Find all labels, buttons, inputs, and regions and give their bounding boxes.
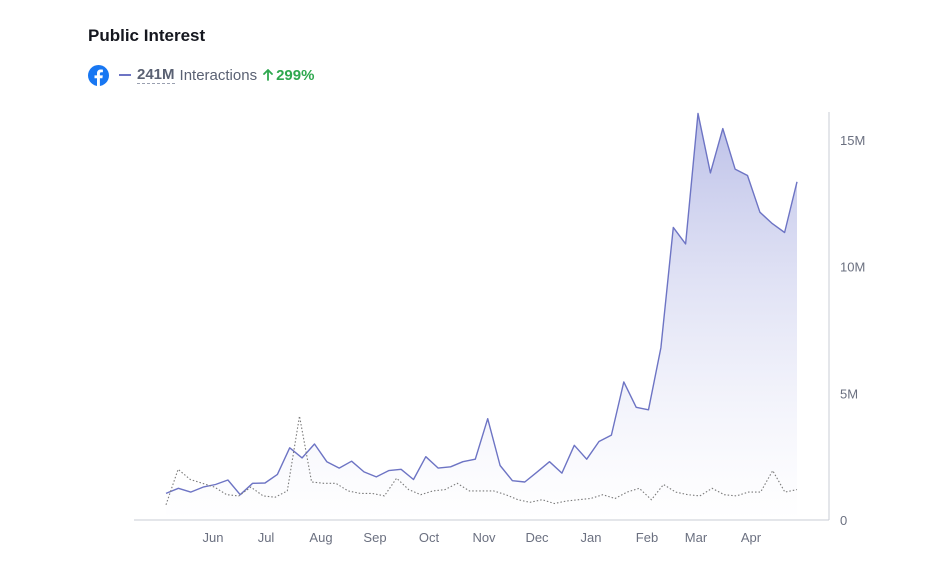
chart-title: Public Interest bbox=[88, 26, 206, 45]
x-tick-label: Mar bbox=[685, 530, 708, 545]
x-tick-label: Jun bbox=[203, 530, 224, 545]
y-tick-label: 10M bbox=[840, 260, 865, 275]
interactions-total[interactable]: 241M bbox=[137, 66, 175, 84]
x-tick-label: Apr bbox=[741, 530, 762, 545]
x-tick-label: Nov bbox=[472, 530, 496, 545]
y-tick-label: 5M bbox=[840, 386, 858, 401]
x-tick-label: Oct bbox=[419, 530, 440, 545]
interactions-line bbox=[165, 112, 798, 496]
y-tick-label: 15M bbox=[840, 133, 865, 148]
change-badge: 299% bbox=[263, 67, 314, 84]
interactions-area bbox=[166, 113, 797, 521]
arrow-up-icon bbox=[263, 69, 273, 81]
y-tick-label: 0 bbox=[840, 513, 847, 528]
x-tick-label: Jul bbox=[258, 530, 275, 545]
series-line-swatch bbox=[119, 74, 131, 76]
legend: 241M Interactions 299% bbox=[88, 64, 314, 86]
x-tick-label: Jan bbox=[581, 530, 602, 545]
x-tick-label: Sep bbox=[363, 530, 386, 545]
change-value: 299% bbox=[276, 66, 315, 84]
interactions-label: Interactions bbox=[179, 66, 258, 84]
x-tick-label: Feb bbox=[636, 530, 658, 545]
x-tick-label: Dec bbox=[525, 530, 549, 545]
x-tick-label: Aug bbox=[309, 530, 332, 545]
facebook-icon bbox=[88, 64, 109, 86]
